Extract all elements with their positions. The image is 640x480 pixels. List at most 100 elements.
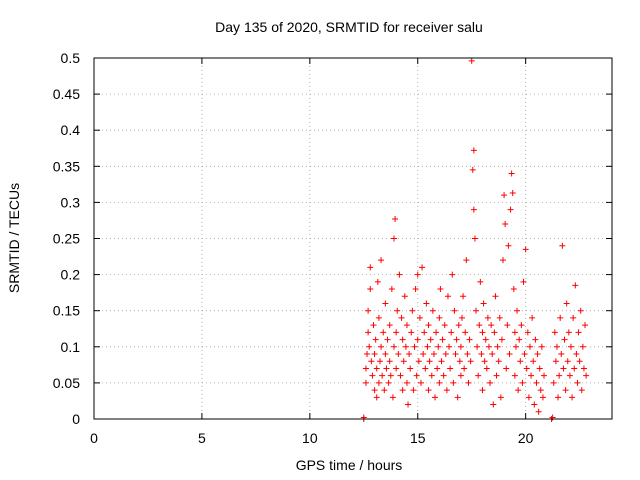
data-point-110 [461,365,468,372]
data-point-15 [372,336,379,343]
data-point-107 [457,372,464,379]
data-point-158 [510,286,517,293]
data-point-87 [437,286,444,293]
data-point-122 [473,307,480,314]
data-point-6 [365,307,372,314]
y-tick-label-5: 0.25 [53,231,80,247]
x-tick-label-0: 0 [90,430,98,446]
data-point-51 [402,343,409,350]
data-point-103 [454,394,461,401]
data-point-151 [503,365,510,372]
data-point-182 [535,408,542,415]
data-point-42 [394,307,401,314]
data-point-12 [370,322,377,329]
data-point-104 [455,322,462,329]
data-point-32 [386,322,393,329]
data-point-69 [420,351,427,358]
data-point-59 [410,387,417,394]
data-point-181 [534,351,541,358]
data-point-34 [387,372,394,379]
data-point-133 [483,365,490,372]
data-point-53 [403,322,410,329]
data-point-79 [429,307,436,314]
data-point-80 [430,351,437,358]
data-point-123 [474,343,481,350]
data-point-85 [436,379,443,386]
data-point-118 [469,166,476,173]
data-point-138 [489,351,496,358]
data-point-9 [367,264,374,271]
data-point-150 [502,221,509,228]
x-tick-label-4: 20 [518,430,534,446]
data-point-137 [488,322,495,329]
y-axis-label: SRMTID / TECUs [6,183,22,293]
data-point-39 [392,216,399,223]
data-point-128 [479,329,486,336]
data-point-57 [408,329,415,336]
data-point-75 [425,322,432,329]
data-point-56 [407,365,414,372]
data-point-98 [449,271,456,278]
data-point-83 [434,365,441,372]
data-point-119 [470,147,477,154]
data-point-86 [436,314,443,321]
data-point-145 [496,314,503,321]
data-point-184 [537,387,544,394]
data-point-106 [457,343,464,350]
x-tick-label-1: 5 [198,430,206,446]
data-point-194 [555,394,562,401]
data-point-201 [562,387,569,394]
data-point-78 [428,372,435,379]
data-point-28 [382,351,389,358]
data-point-14 [371,351,378,358]
data-point-132 [482,336,489,343]
y-tick-label-6: 0.3 [61,194,81,210]
data-point-155 [507,206,514,213]
data-point-152 [504,322,511,329]
data-point-45 [397,372,404,379]
data-point-55 [406,351,413,358]
data-point-16 [373,394,380,401]
data-point-8 [367,286,374,293]
x-axis-label: GPS time / hours [296,457,403,473]
data-point-161 [512,343,519,350]
data-point-67 [417,379,424,386]
data-point-10 [368,358,375,365]
data-point-62 [413,372,420,379]
data-point-210 [572,282,579,289]
data-point-26 [381,387,388,394]
data-point-134 [484,314,491,321]
data-point-102 [453,336,460,343]
y-tick-label-9: 0.45 [53,86,80,102]
data-point-220 [583,372,590,379]
data-point-190 [550,379,557,386]
data-point-41 [393,365,400,372]
data-point-54 [405,401,412,408]
data-point-196 [557,314,564,321]
data-point-183 [536,365,543,372]
data-point-199 [560,365,567,372]
data-point-218 [580,365,587,372]
data-point-63 [414,336,421,343]
data-point-205 [566,372,573,379]
data-point-23 [378,343,385,350]
data-point-109 [460,293,467,300]
data-point-82 [433,329,440,336]
data-point-47 [399,336,406,343]
data-point-94 [444,293,451,300]
data-point-120 [470,206,477,213]
data-point-206 [567,343,574,350]
data-point-162 [514,307,521,314]
data-point-191 [551,329,558,336]
data-point-99 [450,379,457,386]
y-tick-label-4: 0.2 [61,267,81,283]
data-point-147 [498,336,505,343]
data-point-176 [529,314,536,321]
y-tick-label-3: 0.15 [53,303,80,319]
data-point-18 [374,278,381,285]
data-point-193 [553,343,560,350]
data-point-185 [538,343,545,350]
data-point-200 [561,336,568,343]
data-point-192 [552,358,559,365]
